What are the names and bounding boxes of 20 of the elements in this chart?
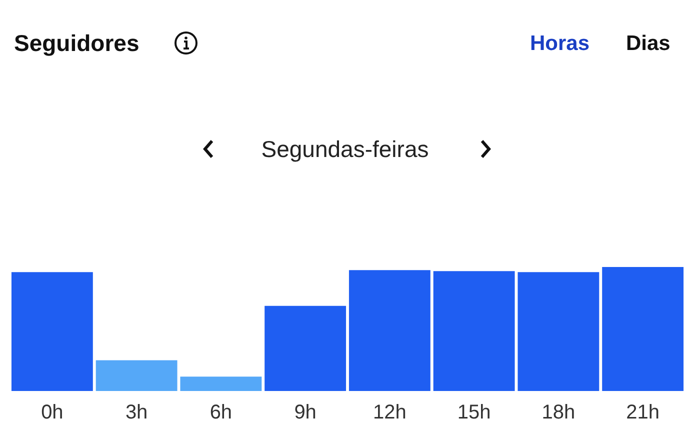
x-tick-label: 9h: [294, 402, 316, 424]
x-tick-label: 3h: [125, 402, 148, 424]
chart-title: Seguidores: [14, 30, 140, 57]
bar: [348, 270, 430, 391]
chart-subtitle: Segundas-feiras: [260, 136, 430, 163]
x-tick-label: 0h: [41, 402, 64, 424]
bar: [602, 267, 684, 391]
bar: [264, 306, 346, 391]
x-tick-label: 15h: [457, 402, 491, 424]
bar: [11, 272, 93, 391]
text: Horas: [530, 32, 590, 56]
x-tick-label: 12h: [373, 402, 406, 424]
x-tick-label: 18h: [542, 402, 576, 424]
x-tick-label: 6h: [210, 402, 232, 424]
text: Dias: [626, 32, 670, 56]
bar: [96, 360, 178, 391]
bar: [518, 272, 600, 391]
x-tick-label: 21h: [626, 402, 660, 424]
bar: [180, 376, 262, 391]
bar: [433, 271, 515, 391]
